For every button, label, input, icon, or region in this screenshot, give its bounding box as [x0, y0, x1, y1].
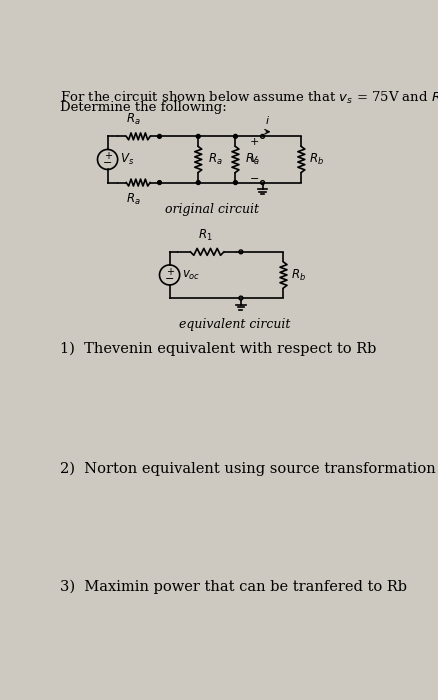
Text: $-$: $-$: [248, 172, 258, 182]
Text: 2)  Norton equivalent using source transformation: 2) Norton equivalent using source transf…: [60, 461, 434, 476]
Circle shape: [233, 181, 237, 185]
Text: $R_1$: $R_1$: [198, 228, 212, 243]
Text: equivalent circuit: equivalent circuit: [178, 318, 290, 331]
Circle shape: [196, 134, 200, 139]
Text: $R_b$: $R_b$: [290, 267, 306, 283]
Text: −: −: [102, 158, 112, 168]
Text: 1)  Thevenin equivalent with respect to Rb: 1) Thevenin equivalent with respect to R…: [60, 342, 375, 356]
Text: Determine the following:: Determine the following:: [60, 101, 226, 114]
Text: $V_s$: $V_s$: [120, 152, 134, 167]
Text: $R_b$: $R_b$: [308, 152, 323, 167]
Text: +: +: [165, 267, 173, 277]
Text: $R_a$: $R_a$: [126, 192, 141, 207]
Text: 3)  Maximin power that can be tranfered to Rb: 3) Maximin power that can be tranfered t…: [60, 579, 406, 594]
Text: +: +: [103, 151, 111, 162]
Text: For the circuit shown below assume that $v_s$ = 75V and $R_a$ = 150Ω.: For the circuit shown below assume that …: [60, 90, 438, 106]
Text: original circuit: original circuit: [165, 202, 258, 216]
Text: $R_a$: $R_a$: [244, 152, 259, 167]
Text: +: +: [249, 136, 258, 147]
Text: $i$: $i$: [265, 113, 270, 125]
Text: $v_{oc}$: $v_{oc}$: [182, 268, 200, 281]
Circle shape: [157, 181, 161, 185]
Text: $R_a$: $R_a$: [126, 112, 141, 127]
Circle shape: [157, 134, 161, 139]
Circle shape: [233, 134, 237, 139]
Text: $R_a$: $R_a$: [207, 152, 222, 167]
Circle shape: [196, 181, 200, 185]
Text: −: −: [165, 274, 174, 284]
Text: $v$: $v$: [249, 155, 258, 164]
